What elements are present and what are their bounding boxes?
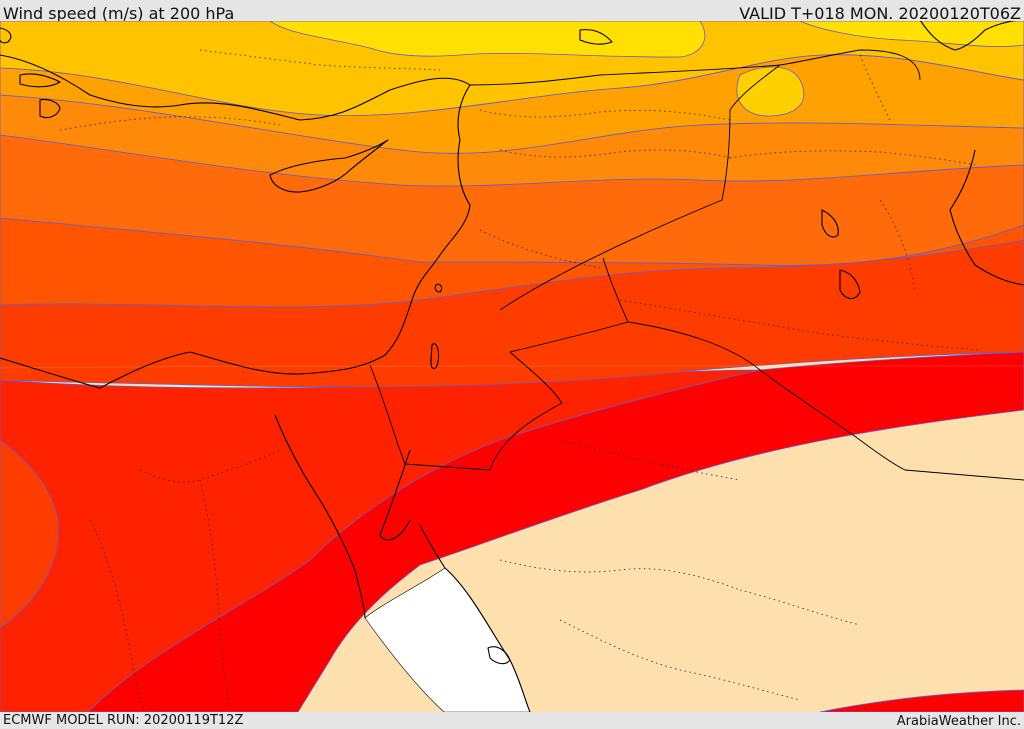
model-run-label: ECMWF MODEL RUN: 20200119T12Z bbox=[3, 713, 244, 728]
wind-pocket-north bbox=[736, 66, 805, 117]
wind-band-west bbox=[0, 439, 59, 629]
valid-time-label: VALID T+018 MON. 20200120T06Z bbox=[739, 4, 1021, 23]
wind-band-1 bbox=[269, 21, 706, 58]
chart-title: Wind speed (m/s) at 200 hPa bbox=[3, 4, 235, 23]
country-borders bbox=[369, 49, 1024, 481]
footer-bar bbox=[0, 712, 1024, 729]
province-boundaries bbox=[59, 49, 981, 712]
wind-band-1-east bbox=[799, 21, 1024, 48]
coastlines bbox=[0, 21, 1024, 712]
wind-band-2 bbox=[0, 21, 1024, 117]
header-bar bbox=[0, 0, 1024, 21]
map-canvas bbox=[0, 21, 1024, 712]
wind-speed-map bbox=[0, 21, 1024, 712]
credit-label: ArabiaWeather Inc. bbox=[896, 714, 1021, 729]
wind-band-southeast bbox=[819, 689, 1024, 712]
